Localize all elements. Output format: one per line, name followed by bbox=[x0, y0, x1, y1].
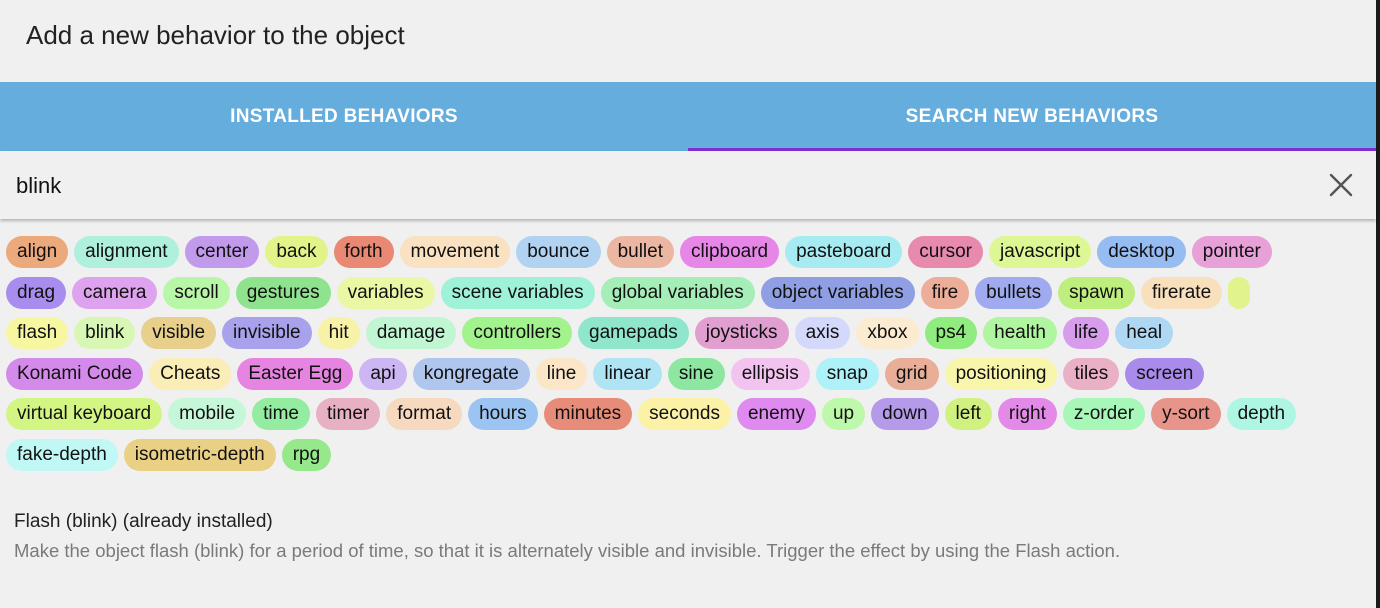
tag-chip[interactable]: invisible bbox=[222, 317, 312, 349]
tag-chip[interactable]: camera bbox=[72, 276, 158, 309]
tag-chip[interactable]: positioning bbox=[944, 357, 1058, 390]
tag-chip[interactable]: right bbox=[997, 398, 1057, 430]
tag-chip[interactable]: sine bbox=[667, 357, 725, 390]
tag-chip[interactable]: variables bbox=[336, 276, 435, 309]
tag-chip[interactable]: clipboard bbox=[680, 236, 780, 268]
tag-chip[interactable]: joysticks bbox=[694, 317, 789, 349]
tag-chip[interactable]: back bbox=[265, 236, 328, 268]
tab-search-new-behaviors[interactable]: SEARCH NEW BEHAVIORS bbox=[688, 82, 1376, 151]
tag-row: fake-depth isometric-depth rpg bbox=[6, 438, 1302, 472]
tag-chip[interactable]: isometric-depth bbox=[123, 438, 276, 471]
tag-chip[interactable]: xbox bbox=[856, 317, 919, 349]
tag-chip[interactable]: timer bbox=[316, 398, 381, 430]
tag-chip[interactable]: fake-depth bbox=[6, 438, 118, 471]
tag-chip[interactable] bbox=[1228, 276, 1251, 309]
tag-chip[interactable]: minutes bbox=[543, 398, 633, 430]
tag-chip[interactable]: center bbox=[184, 236, 260, 268]
tag-chip[interactable]: object variables bbox=[760, 276, 915, 309]
tag-chip[interactable]: bounce bbox=[516, 236, 601, 268]
tag-chip[interactable]: fire bbox=[920, 276, 970, 309]
tag-row: align alignment center back forth movement bou… bbox=[6, 236, 1302, 269]
tag-chip[interactable]: alignment bbox=[74, 236, 179, 268]
tag-chip[interactable]: depth bbox=[1226, 398, 1297, 430]
tag-chip[interactable]: movement bbox=[399, 236, 511, 268]
result-description: Make the object flash (blink) for a peri… bbox=[14, 540, 1121, 561]
tag-chip[interactable]: tiles bbox=[1063, 357, 1120, 390]
tag-chip[interactable]: controllers bbox=[462, 317, 573, 349]
tag-row: drag camera scroll gestures variables scene v… bbox=[6, 276, 1302, 310]
tag-chip[interactable]: bullet bbox=[606, 236, 674, 268]
tag-chip[interactable]: scene variables bbox=[440, 276, 595, 309]
tag-chip[interactable]: heal bbox=[1115, 317, 1174, 349]
tag-chip[interactable]: mobile bbox=[168, 398, 247, 430]
tag-chip[interactable]: seconds bbox=[638, 398, 731, 430]
search-input[interactable] bbox=[14, 165, 1298, 207]
tag-chip[interactable]: hit bbox=[317, 317, 360, 349]
tag-chip[interactable]: grid bbox=[884, 357, 939, 390]
tag-chip[interactable]: kongregate bbox=[412, 357, 530, 390]
tag-chip[interactable]: hours bbox=[468, 398, 538, 430]
tag-chip[interactable]: up bbox=[821, 398, 866, 430]
tag-chip[interactable]: desktop bbox=[1097, 236, 1186, 268]
tag-chip[interactable]: gestures bbox=[235, 276, 331, 309]
tag-chip[interactable]: linear bbox=[593, 357, 662, 390]
tag-chip[interactable]: axis bbox=[794, 317, 851, 349]
tag-list: align alignment center back forth movement bou… bbox=[6, 236, 1302, 479]
tag-chip[interactable]: z-order bbox=[1062, 398, 1146, 430]
tag-chip[interactable]: rpg bbox=[281, 438, 332, 471]
tag-chip[interactable]: spawn bbox=[1058, 276, 1135, 309]
tag-chip[interactable]: scroll bbox=[163, 276, 230, 309]
tag-chip[interactable]: flash bbox=[6, 317, 69, 349]
tag-chip[interactable]: enemy bbox=[736, 398, 816, 430]
tag-chip[interactable]: visible bbox=[141, 317, 217, 349]
tag-chip[interactable]: gamepads bbox=[578, 317, 689, 349]
tag-chip[interactable]: time bbox=[252, 398, 311, 430]
tag-chip[interactable]: damage bbox=[365, 317, 457, 349]
tag-chip[interactable]: life bbox=[1062, 317, 1110, 349]
tag-chip[interactable]: javascript bbox=[988, 236, 1092, 268]
tag-chip[interactable]: pasteboard bbox=[785, 236, 903, 268]
window-edge bbox=[1376, 0, 1380, 608]
search-bar bbox=[0, 151, 1376, 219]
tab-bar: INSTALLED BEHAVIORS SEARCH NEW BEHAVIORS bbox=[0, 82, 1376, 151]
tag-chip[interactable]: Konami Code bbox=[6, 357, 144, 390]
tag-chip[interactable]: firerate bbox=[1141, 276, 1223, 309]
close-icon[interactable] bbox=[1328, 172, 1354, 198]
tag-row: Konami Code Cheats Easter Egg api kongregate… bbox=[6, 357, 1302, 391]
tag-row: flash blink visible invisible hit damage contr… bbox=[6, 317, 1302, 350]
tag-chip[interactable]: cursor bbox=[908, 236, 983, 268]
tag-chip[interactable]: format bbox=[386, 398, 463, 430]
tag-chip[interactable]: pointer bbox=[1191, 236, 1272, 268]
tag-chip[interactable]: Easter Egg bbox=[237, 357, 354, 390]
tag-chip[interactable]: bullets bbox=[975, 276, 1053, 309]
tag-chip[interactable]: Cheats bbox=[149, 357, 232, 390]
tag-chip[interactable]: ps4 bbox=[924, 317, 978, 349]
tag-chip[interactable]: drag bbox=[6, 276, 67, 309]
tag-chip[interactable]: y-sort bbox=[1151, 398, 1221, 430]
tag-chip[interactable]: left bbox=[944, 398, 992, 430]
dialog-title: Add a new behavior to the object bbox=[26, 20, 405, 50]
tag-chip[interactable]: api bbox=[359, 357, 407, 390]
tag-chip[interactable]: global variables bbox=[600, 276, 755, 309]
tag-chip[interactable]: forth bbox=[333, 236, 394, 268]
tag-row: virtual keyboard mobile time timer format hou… bbox=[6, 398, 1302, 431]
tag-chip[interactable]: down bbox=[871, 398, 939, 430]
tag-chip[interactable]: screen bbox=[1125, 357, 1205, 390]
tag-chip[interactable]: line bbox=[535, 357, 588, 390]
tag-chip[interactable]: ellipsis bbox=[730, 357, 810, 390]
result-title[interactable]: Flash (blink) (already installed) bbox=[14, 511, 273, 532]
tag-chip[interactable]: health bbox=[983, 317, 1057, 349]
tag-chip[interactable]: blink bbox=[74, 317, 136, 349]
tag-chip[interactable]: virtual keyboard bbox=[6, 398, 163, 430]
tab-installed-behaviors[interactable]: INSTALLED BEHAVIORS bbox=[230, 105, 458, 127]
tag-chip[interactable]: snap bbox=[815, 357, 879, 390]
tag-chip[interactable]: align bbox=[6, 236, 69, 268]
